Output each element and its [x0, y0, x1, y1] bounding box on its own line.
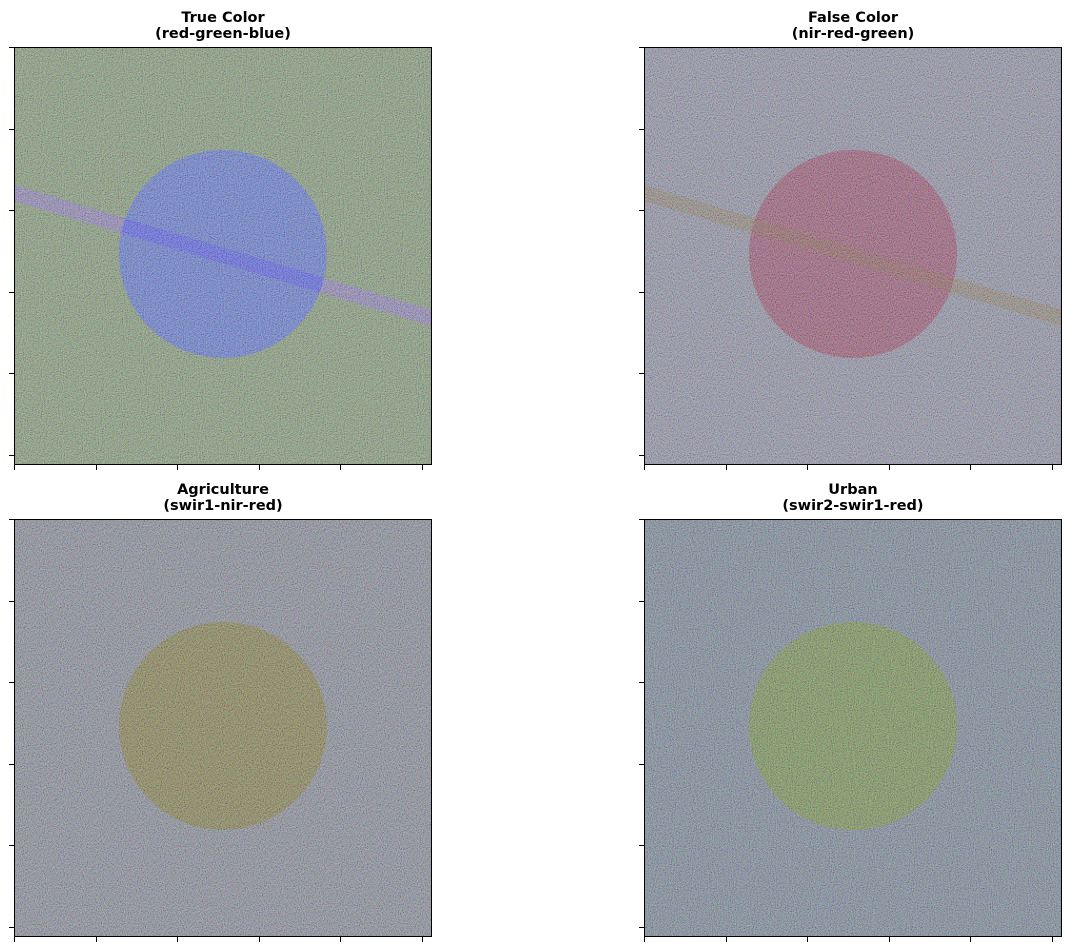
y-tick	[639, 927, 644, 928]
panel-false-color: False Color (nir-red-green)	[639, 10, 1062, 470]
x-tick	[1052, 465, 1053, 470]
y-tick	[9, 455, 14, 456]
y-tick	[639, 210, 644, 211]
x-tick	[177, 465, 178, 470]
x-tick	[14, 465, 15, 470]
composite-image	[14, 519, 432, 937]
panel-title-bands: (swir2-swir1-red)	[782, 498, 924, 514]
y-tick	[9, 373, 14, 374]
panel-title-main: Urban	[828, 482, 878, 498]
y-tick	[9, 764, 14, 765]
y-tick	[9, 845, 14, 846]
panel-title-bands: (red-green-blue)	[155, 26, 291, 42]
panel-agriculture: Agriculture (swir1-nir-red)	[9, 482, 432, 942]
x-tick	[726, 465, 727, 470]
y-tick	[639, 519, 644, 520]
x-tick	[644, 465, 645, 470]
y-tick	[9, 682, 14, 683]
x-tick	[259, 465, 260, 470]
x-tick	[340, 937, 341, 942]
x-tick	[340, 465, 341, 470]
x-tick	[96, 937, 97, 942]
y-tick	[9, 601, 14, 602]
x-tick	[422, 465, 423, 470]
x-tick	[422, 937, 423, 942]
y-tick	[639, 292, 644, 293]
composite-image	[14, 47, 432, 465]
y-tick	[9, 47, 14, 48]
y-tick	[639, 47, 644, 48]
panel-title: Urban (swir2-swir1-red)	[644, 482, 1062, 514]
panel-title-main: True Color	[181, 10, 265, 26]
panel-title: Agriculture (swir1-nir-red)	[14, 482, 432, 514]
x-tick	[726, 937, 727, 942]
panel-title-bands: (swir1-nir-red)	[163, 498, 283, 514]
panel-title-main: False Color	[807, 10, 898, 26]
panel-title-bands: (nir-red-green)	[791, 26, 915, 42]
pixel-noise	[14, 47, 432, 465]
x-tick	[644, 937, 645, 942]
panel-true-color: True Color (red-green-blue)	[9, 10, 432, 470]
x-tick	[889, 465, 890, 470]
y-tick	[639, 764, 644, 765]
composite-image	[644, 47, 1062, 465]
x-tick	[970, 937, 971, 942]
composite-image	[644, 519, 1062, 937]
y-tick	[9, 519, 14, 520]
y-tick	[9, 927, 14, 928]
pixel-noise	[644, 519, 1062, 937]
y-tick	[639, 373, 644, 374]
y-tick	[639, 845, 644, 846]
y-tick	[639, 455, 644, 456]
y-tick	[9, 292, 14, 293]
y-tick	[639, 129, 644, 130]
pixel-noise	[644, 47, 1062, 465]
panel-title: False Color (nir-red-green)	[644, 10, 1062, 42]
panel-title-main: Agriculture	[177, 482, 269, 498]
panel-urban: Urban (swir2-swir1-red)	[639, 482, 1062, 942]
x-tick	[807, 937, 808, 942]
x-tick	[96, 465, 97, 470]
x-tick	[970, 465, 971, 470]
x-tick	[807, 465, 808, 470]
pixel-noise	[14, 519, 432, 937]
y-tick	[639, 601, 644, 602]
panel-title: True Color (red-green-blue)	[14, 10, 432, 42]
x-tick	[1052, 937, 1053, 942]
y-tick	[9, 129, 14, 130]
x-tick	[14, 937, 15, 942]
x-tick	[259, 937, 260, 942]
y-tick	[639, 682, 644, 683]
y-tick	[9, 210, 14, 211]
x-tick	[889, 937, 890, 942]
x-tick	[177, 937, 178, 942]
